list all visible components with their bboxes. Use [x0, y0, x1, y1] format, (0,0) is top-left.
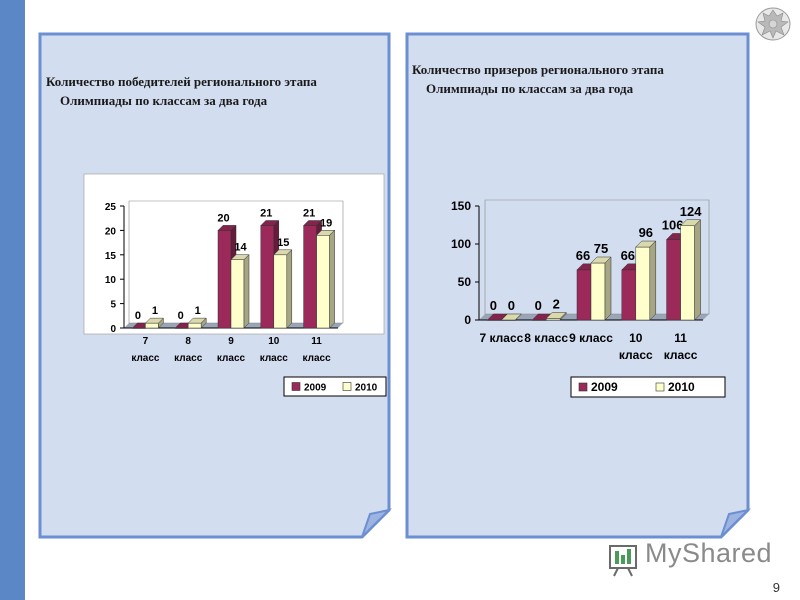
x-tick-label: 8 — [185, 336, 191, 347]
bar-2010 — [273, 254, 288, 329]
y-tick-label: 0 — [464, 313, 471, 327]
bar-2009 — [217, 230, 232, 329]
x-tick-label: класс — [619, 348, 653, 362]
x-tick-label: 11 — [674, 331, 687, 345]
myshared-logo-icon — [609, 545, 637, 577]
data-label: 15 — [277, 237, 289, 249]
y-tick-label: 20 — [105, 226, 117, 237]
legend-label: 2010 — [355, 383, 378, 394]
y-tick-label: 0 — [110, 324, 116, 335]
bar-side-2010 — [158, 317, 164, 329]
x-tick-label: класс — [131, 353, 160, 364]
x-tick-label: класс — [303, 353, 332, 364]
panel-winners: Количество победителей регионального эта… — [36, 30, 396, 542]
data-label: 1 — [152, 305, 158, 317]
bar-top-2010 — [500, 313, 523, 321]
bar-side-2010 — [694, 219, 701, 321]
x-tick-label: 9 класс — [569, 331, 613, 345]
bar-2010 — [230, 259, 245, 329]
legend — [283, 376, 387, 397]
bar-side-2010 — [200, 317, 207, 329]
data-label: 75 — [594, 241, 608, 256]
legend-swatch-2009 — [291, 382, 301, 391]
legend-swatch-2010 — [342, 382, 352, 391]
x-tick-label: 10 — [629, 331, 643, 345]
bar-2009 — [621, 269, 637, 321]
bar-side-2010 — [329, 229, 335, 329]
x-tick-label: класс — [664, 348, 698, 362]
y-tick-label: 50 — [458, 275, 472, 289]
data-label: 124 — [680, 204, 702, 219]
legend-label: 2009 — [304, 383, 327, 394]
bar-side-2010 — [559, 311, 567, 321]
legend-label: 2009 — [591, 380, 618, 394]
y-tick-label: 15 — [105, 251, 117, 262]
x-tick-label: 7 класс — [479, 331, 523, 345]
data-label: 0 — [490, 298, 497, 313]
data-label: 2 — [553, 296, 560, 311]
title-line-2: Олимпиады по классам за два года — [60, 93, 268, 108]
y-tick-label: 25 — [105, 202, 117, 213]
y-tick-label: 100 — [451, 237, 471, 251]
bar-side-2010 — [286, 249, 293, 329]
legend-swatch-2009 — [578, 382, 588, 392]
bar-2010 — [145, 322, 159, 329]
bar-side-2010 — [604, 256, 612, 321]
x-tick-label: класс — [260, 353, 289, 364]
legend-swatch-2010 — [655, 382, 665, 392]
data-label: 0 — [135, 310, 141, 322]
bar-side-2010 — [243, 254, 250, 329]
data-label: 0 — [508, 298, 515, 313]
data-label: 66 — [576, 248, 590, 263]
data-label: 0 — [178, 310, 184, 322]
bar-2010 — [187, 322, 202, 329]
bar-2009 — [666, 239, 681, 321]
left-accent-stripe — [0, 0, 25, 600]
data-label: 19 — [320, 217, 332, 229]
data-label: 66 — [621, 248, 635, 263]
data-label: 21 — [260, 208, 272, 220]
y-tick-label: 5 — [110, 300, 116, 311]
x-tick-label: 9 — [228, 336, 234, 347]
title-line-2: Олимпиады по классам за два года — [426, 81, 634, 96]
watermark-text: MyShared — [645, 538, 773, 568]
x-tick-label: 7 — [143, 336, 149, 347]
data-label: 106 — [662, 217, 684, 232]
bar-2010 — [680, 225, 695, 321]
emblem-icon — [755, 7, 791, 41]
panel-prizewinners: Количество призеров регионального этапа … — [403, 30, 755, 542]
panel-title: Количество победителей регионального эта… — [46, 72, 391, 110]
legend — [570, 376, 726, 398]
bar-side-2010 — [649, 240, 657, 321]
bar-2010 — [316, 235, 330, 329]
y-tick-label: 10 — [105, 275, 117, 286]
title-line-1: Количество призеров регионального этапа — [412, 62, 664, 77]
x-tick-label: 11 — [311, 336, 322, 347]
data-label: 21 — [303, 208, 315, 220]
x-tick-label: класс — [174, 353, 203, 364]
x-tick-label: 10 — [268, 336, 280, 347]
panel-title: Количество призеров регионального этапа … — [412, 60, 752, 98]
x-tick-label: 8 класс — [524, 331, 568, 345]
data-label: 96 — [639, 225, 653, 240]
slide-number: 9 — [772, 580, 780, 595]
legend-label: 2010 — [668, 380, 695, 394]
x-tick-label: класс — [217, 353, 246, 364]
bar-2010 — [635, 246, 651, 321]
bar-2009 — [260, 225, 275, 329]
bar-2009 — [303, 225, 317, 329]
data-label: 1 — [195, 305, 201, 317]
bar-2010 — [590, 262, 606, 321]
title-line-1: Количество победителей регионального эта… — [46, 74, 317, 89]
data-label: 0 — [535, 298, 542, 313]
y-tick-label: 150 — [451, 199, 471, 213]
data-label: 20 — [217, 212, 229, 224]
bar-2009 — [576, 269, 592, 321]
data-label: 14 — [234, 242, 247, 254]
